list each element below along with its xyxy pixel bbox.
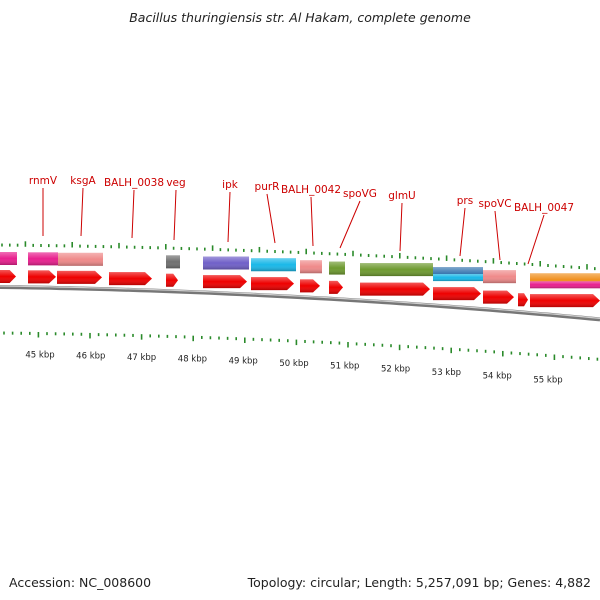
scale-label: 49 kbp [229,357,258,367]
scale-label: 52 kbp [381,365,410,375]
scale-label: 54 kbp [483,372,512,382]
gene-label: spoVG [343,188,377,200]
scale-label: 55 kbp [533,376,562,386]
outer-tick-marks [1,241,596,271]
cds-arrow-shade [109,272,152,286]
accession-text: Accession: NC_008600 [9,575,152,590]
gene-label: purR [255,181,280,193]
genome-backbone [0,285,600,322]
scale-label: 50 kbp [279,359,308,369]
feature-block-shade [433,274,483,282]
gene-label: BALH_0038 [104,177,164,189]
cds-arrow-shade [433,287,481,301]
gene-label: rnmV [29,175,58,187]
gene-label: BALH_0042 [281,184,341,196]
feature-block-shade [300,260,322,274]
map-title: Bacillus thuringiensis str. Al Hakam, co… [129,10,471,25]
gene-label: veg [166,177,185,189]
cds-arrow-shade [530,294,600,308]
leader-line [266,193,276,244]
scale-label: 53 kbp [432,368,461,378]
leader-line [339,200,361,249]
leader-line [173,189,177,241]
scale-label: 46 kbp [76,352,105,362]
gene-label: BALH_0047 [514,202,574,214]
cds-arrow-shade [483,290,514,304]
scale-label: 47 kbp [127,353,156,363]
cds-arrow-shade [360,282,430,296]
feature-block-shade [360,263,433,277]
backbone-highlight [0,285,600,319]
feature-block-shade [166,255,180,269]
feature-block-shade [0,252,17,265]
gene-labels: rnmV ksgA BALH_0038 veg ipk purR BALH_0042 spoV… [29,175,574,214]
leader-line [459,207,466,257]
feature-block-shade [203,256,249,270]
gene-label: ipk [222,179,239,191]
gene-label: glmU [388,190,416,202]
scale-label: 45 kbp [25,351,54,361]
leader-line [227,191,231,243]
feature-block-shade [483,270,516,284]
gene-label: spoVC [478,198,511,210]
scale-label: 51 kbp [330,362,359,372]
inner-tick-marks [3,331,599,361]
leader-line [527,214,545,265]
cds-arrow-shade [203,275,247,289]
feature-block-shade [530,281,600,289]
cds-arrow-shade [251,277,294,291]
feature-blocks [0,252,600,289]
scale-labels: 45 kbp 46 kbp 47 kbp 48 kbp 49 kbp 50 kbp 51 k… [25,351,562,386]
leader-line [131,189,135,239]
cds-arrow-shade [300,279,320,293]
feature-block-shade [28,252,58,266]
cds-arrow-shade [329,280,343,294]
gene-label: ksgA [70,175,96,187]
feature-block-shade [58,252,103,266]
cds-arrow-shade [166,273,178,287]
leader-line [310,196,314,247]
scale-label: 48 kbp [178,355,207,365]
feature-block-shade [329,261,345,275]
cds-arrow-shade [28,270,56,284]
feature-block-shade [251,258,296,272]
cds-arrows [0,270,600,308]
leader-line [399,202,403,252]
summary-text: Topology: circular; Length: 5,257,091 bp… [247,575,591,590]
cds-arrow-shade [57,270,102,284]
leader-line [80,187,84,237]
cds-arrow-shade [518,293,528,307]
label-leader-lines [42,187,545,265]
gene-label: prs [457,195,473,207]
backbone-line [0,285,600,322]
leader-line [494,210,501,261]
cds-arrow-shade [0,270,16,283]
